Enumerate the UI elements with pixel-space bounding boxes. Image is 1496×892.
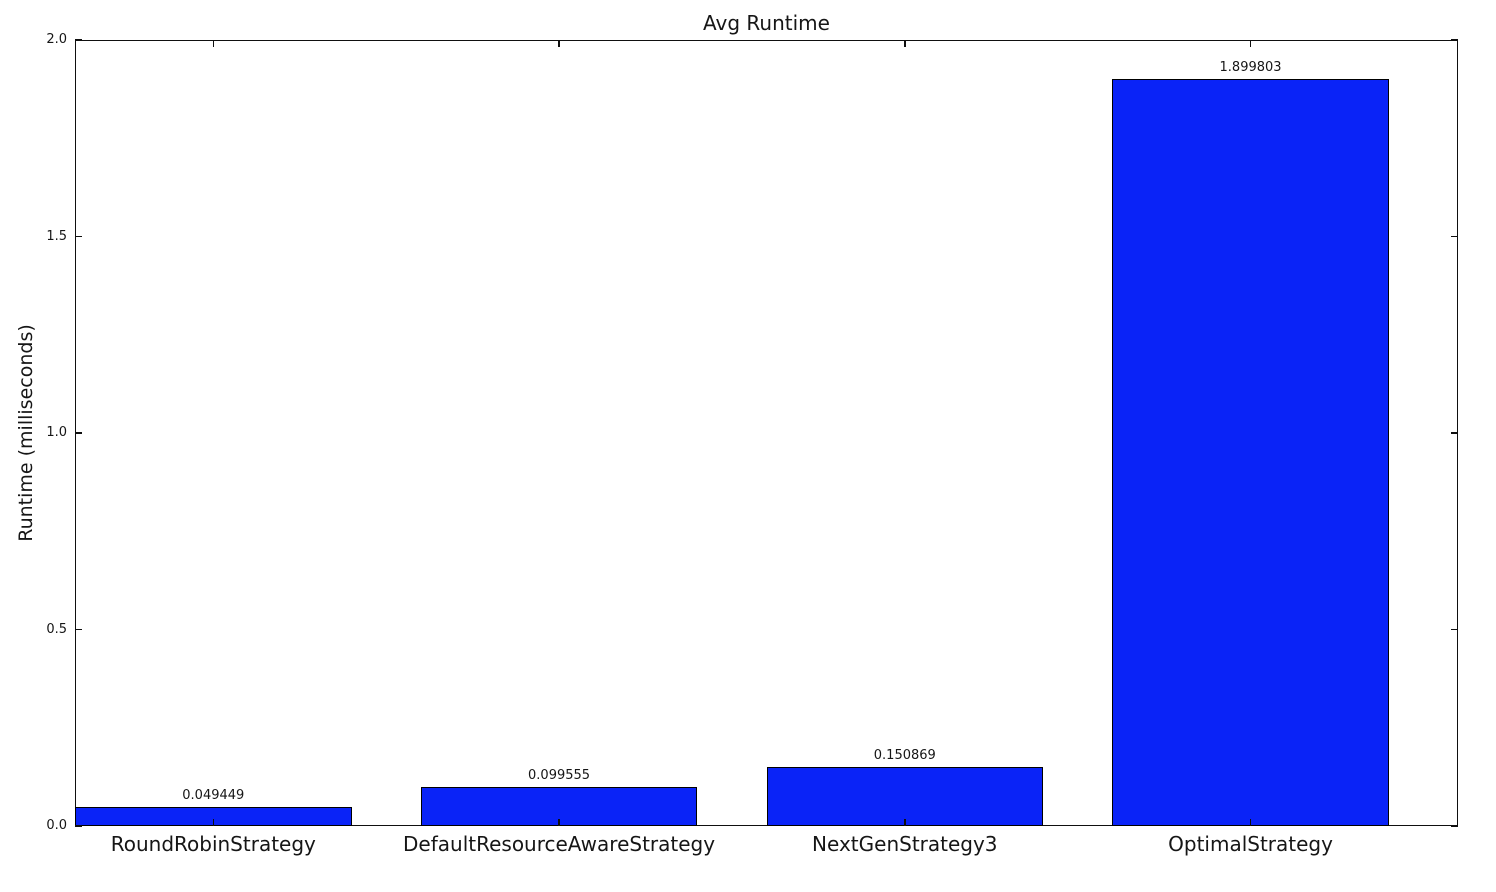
y-tick-right [1451, 825, 1458, 827]
y-tick-left [75, 432, 82, 434]
x-tick-label: RoundRobinStrategy [110, 832, 316, 856]
bar-value-label: 0.150869 [873, 747, 936, 763]
x-tick-bottom [212, 819, 215, 826]
y-tick-left [75, 825, 82, 827]
y-tick-left [75, 628, 82, 631]
y-tick-label: 2.0 [46, 32, 67, 47]
y-tick-label: 0.5 [46, 621, 67, 637]
y-tick-right [1451, 39, 1458, 41]
x-tick-bottom [558, 819, 560, 826]
chart-title: Avg Runtime [703, 11, 830, 35]
y-tick-right [1451, 432, 1458, 434]
bar-value-label: 0.049449 [182, 787, 245, 803]
bar-value-label: 0.099555 [528, 767, 591, 783]
x-tick-top [904, 40, 906, 47]
bar [766, 766, 1044, 826]
x-tick-top [558, 40, 560, 47]
bar-value-label: 1.899803 [1219, 60, 1282, 76]
y-tick-left [75, 235, 82, 238]
x-tick-bottom [904, 819, 906, 826]
y-tick-label: 1.5 [46, 228, 67, 244]
x-tick-label: OptimalStrategy [1168, 832, 1333, 856]
y-tick-right [1451, 235, 1458, 238]
x-tick-bottom [1249, 819, 1252, 826]
y-tick-label: 1.0 [46, 425, 67, 440]
y-tick-label: 0.0 [46, 818, 67, 833]
x-tick-top [212, 40, 215, 47]
x-tick-label: DefaultResourceAwareStrategy [403, 832, 716, 856]
y-tick-left [75, 39, 82, 41]
bar [1112, 79, 1389, 826]
y-tick-right [1451, 628, 1458, 631]
x-tick-top [1249, 40, 1252, 47]
x-tick-label: NextGenStrategy3 [812, 832, 998, 856]
